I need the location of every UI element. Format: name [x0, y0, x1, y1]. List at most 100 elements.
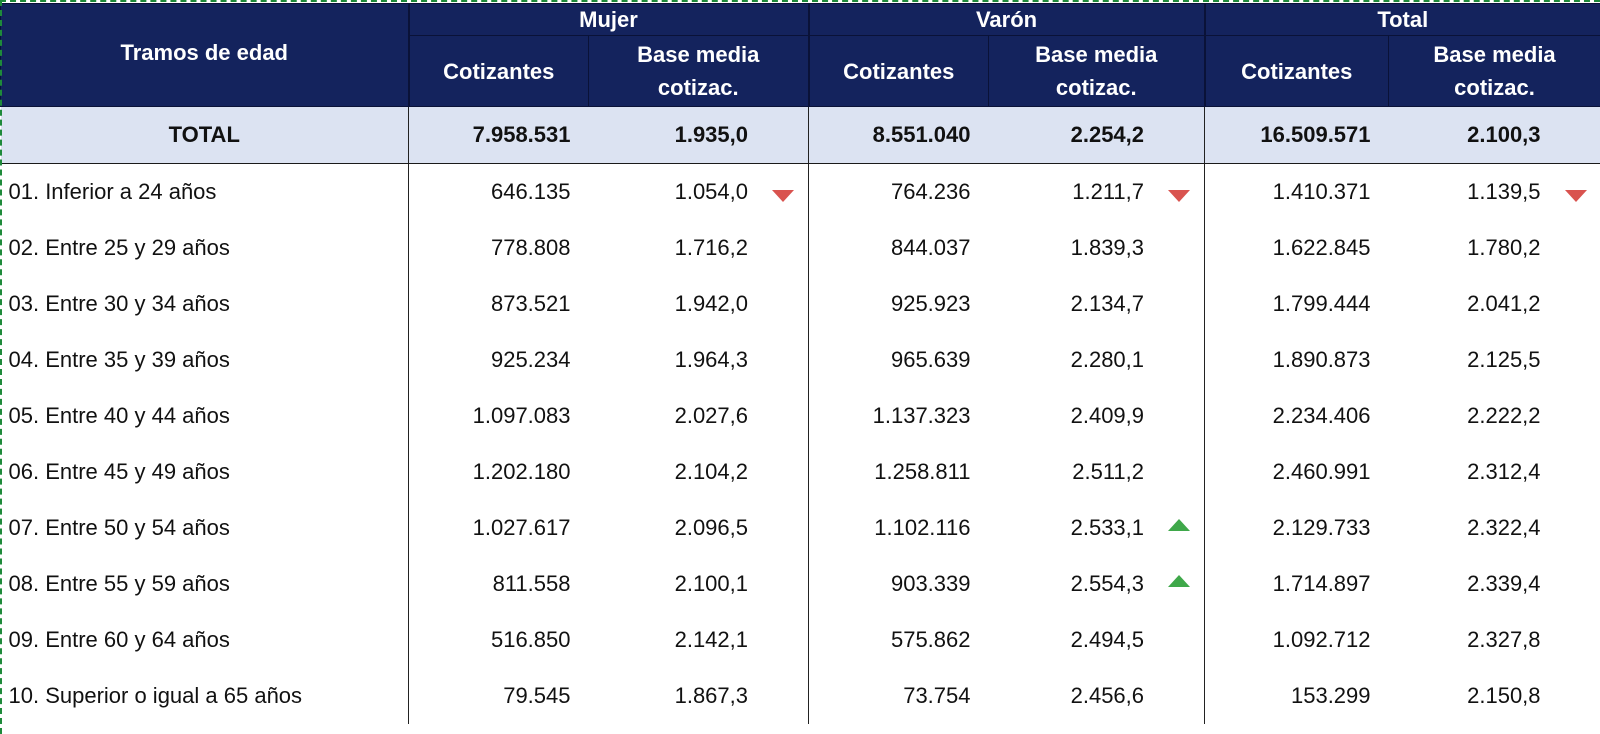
age-range-cell[interactable]: 10. Superior o igual a 65 años — [0, 668, 409, 724]
cotizantes-cell[interactable]: 903.339 — [890, 571, 971, 596]
cotizantes-cell[interactable]: 2.129.733 — [1272, 515, 1371, 540]
table-row: 01. Inferior a 24 años 646.135 1.054,0 764.… — [0, 163, 1600, 221]
group-header-mujer[interactable]: Mujer — [408, 3, 810, 36]
base-media-cell[interactable]: 1.054,0 — [588, 163, 809, 220]
table-row: 04. Entre 35 y 39 años 925.234 1.964,3 965.… — [0, 332, 1600, 388]
subheader-base-media[interactable]: Base media cotizac. — [588, 35, 810, 107]
cotizantes-cell[interactable]: 575.862 — [890, 627, 971, 652]
total-row: TOTAL 7.958.531 1.935,0 8.551.040 2.254,… — [0, 106, 1600, 164]
base-media-cell[interactable]: 1.780,2 — [1467, 235, 1541, 260]
subheader-base-media[interactable]: Base media cotizac. — [987, 35, 1206, 107]
base-media-cell[interactable]: 1.867,3 — [588, 668, 809, 724]
cotizantes-cell[interactable]: 1.027.617 — [472, 515, 571, 540]
age-range-cell[interactable]: 04. Entre 35 y 39 años — [0, 332, 409, 388]
cotizantes-cell[interactable]: 646.135 — [490, 179, 571, 204]
base-media-cell[interactable]: 2.027,6 — [588, 388, 809, 444]
base-media-cell[interactable]: 2.322,4 — [1467, 515, 1541, 540]
base-media-cell[interactable]: 2.125,5 — [1467, 347, 1541, 372]
cotizantes-cell[interactable]: 925.234 — [490, 347, 571, 372]
base-media-cell[interactable]: 1.716,2 — [588, 220, 809, 276]
total-value-cell[interactable]: 8.551.040 — [808, 106, 989, 164]
selection-border-left — [0, 0, 2, 734]
cotizantes-cell[interactable]: 1.622.845 — [1272, 235, 1371, 260]
cotizantes-cell[interactable]: 873.521 — [490, 291, 571, 316]
base-media-cell[interactable]: 2.280,1 — [988, 332, 1206, 388]
age-range-cell[interactable]: 06. Entre 45 y 49 años — [0, 444, 409, 500]
base-media-cell[interactable]: 2.339,4 — [1467, 571, 1541, 596]
cotizantes-cell[interactable]: 2.234.406 — [1272, 403, 1371, 428]
subheader-cotizantes[interactable]: Cotizantes — [808, 35, 989, 107]
cotizantes-cell[interactable]: 1.102.116 — [874, 515, 971, 540]
age-range-cell[interactable]: 02. Entre 25 y 29 años — [0, 220, 409, 276]
base-media-cell[interactable]: 2.134,7 — [988, 276, 1206, 332]
cotizantes-cell[interactable]: 1.202.180 — [472, 459, 571, 484]
age-range-cell[interactable]: 07. Entre 50 y 54 años — [0, 500, 409, 556]
base-media-cell[interactable]: 1.139,5 — [1389, 164, 1600, 221]
table-row: 03. Entre 30 y 34 años 873.521 1.942,0 925.… — [0, 276, 1600, 332]
table-row: 10. Superior o igual a 65 años 79.545 1.86… — [0, 668, 1600, 724]
subheader-cotizantes[interactable]: Cotizantes — [408, 35, 589, 107]
cotizantes-cell[interactable]: 811.558 — [492, 571, 571, 596]
base-media-cell[interactable]: 1.839,3 — [988, 220, 1206, 276]
total-label-cell[interactable]: TOTAL — [0, 106, 409, 164]
base-media-cell[interactable]: 2.222,2 — [1467, 403, 1541, 428]
group-header-varon[interactable]: Varón — [807, 3, 1206, 36]
cotizantes-cell[interactable]: 153.299 — [1290, 683, 1371, 708]
age-range-cell[interactable]: 09. Entre 60 y 64 años — [0, 612, 409, 668]
base-media-cell[interactable]: 1.964,3 — [588, 332, 809, 388]
age-range-cell[interactable]: 08. Entre 55 y 59 años — [0, 556, 409, 612]
cotizantes-cell[interactable]: 1.714.897 — [1272, 571, 1371, 596]
base-media-cell[interactable]: 2.041,2 — [1467, 291, 1541, 316]
group-header-total[interactable]: Total — [1204, 3, 1600, 36]
cotizantes-cell[interactable]: 925.923 — [890, 291, 971, 316]
cotizantes-cell[interactable]: 764.236 — [890, 179, 971, 204]
age-range-cell[interactable]: 01. Inferior a 24 años — [0, 163, 409, 220]
base-media-cell[interactable]: 2.327,8 — [1467, 627, 1541, 652]
base-media-cell[interactable]: 2.409,9 — [988, 388, 1206, 444]
base-media-cell[interactable]: 2.150,8 — [1467, 683, 1541, 708]
cotizantes-cell[interactable]: 1.890.873 — [1272, 347, 1371, 372]
base-media-cell[interactable]: 1.211,7 — [988, 163, 1206, 220]
base-media-cell[interactable]: 2.533,1 — [988, 500, 1206, 556]
cotizantes-cell[interactable]: 79.545 — [503, 683, 571, 708]
cotizantes-cell[interactable]: 1.092.712 — [1272, 627, 1371, 652]
age-range-cell[interactable]: 05. Entre 40 y 44 años — [0, 388, 409, 444]
age-range-cell[interactable]: 03. Entre 30 y 34 años — [0, 276, 409, 332]
base-media-cell[interactable]: 2.494,5 — [988, 612, 1206, 668]
base-media-cell[interactable]: 2.096,5 — [588, 500, 809, 556]
base-media-cell[interactable]: 1.942,0 — [588, 276, 809, 332]
cotizantes-cell[interactable]: 1.137.323 — [872, 403, 971, 428]
cotizantes-cell[interactable]: 1.097.083 — [472, 403, 571, 428]
base-media-cell[interactable]: 2.100,1 — [588, 556, 809, 612]
base-media-cell[interactable]: 2.142,1 — [588, 612, 809, 668]
triangle-down-icon — [1168, 190, 1191, 202]
subheader-base-media[interactable]: Base media cotizac. — [1388, 35, 1600, 107]
base-media-cell[interactable]: 2.312,4 — [1467, 459, 1541, 484]
cotizantes-cell[interactable]: 73.754 — [903, 683, 971, 708]
table-body: TOTAL 7.958.531 1.935,0 8.551.040 2.254,… — [0, 106, 1600, 724]
cotizantes-cell[interactable]: 1.410.371 — [1272, 179, 1371, 204]
age-range-header[interactable]: Tramos de edad — [0, 3, 410, 107]
total-value-cell[interactable]: 16.509.571 — [1204, 106, 1389, 164]
total-value-cell[interactable]: 7.958.531 — [408, 106, 589, 164]
total-value-cell[interactable]: 2.100,3 — [1388, 106, 1600, 164]
base-media-cell[interactable]: 2.456,6 — [988, 668, 1206, 724]
contributors-table: Tramos de edad Mujer Varón Total Cotizan… — [0, 3, 1600, 724]
table-row: 02. Entre 25 y 29 años 778.808 1.716,2 844.… — [0, 220, 1600, 276]
cotizantes-cell[interactable]: 1.799.444 — [1272, 291, 1371, 316]
cotizantes-cell[interactable]: 1.258.811 — [874, 459, 971, 484]
cotizantes-cell[interactable]: 516.850 — [490, 627, 571, 652]
total-value-cell[interactable]: 2.254,2 — [988, 106, 1206, 164]
cotizantes-cell[interactable]: 965.639 — [890, 347, 971, 372]
cotizantes-cell[interactable]: 778.808 — [490, 235, 571, 260]
total-value-cell[interactable]: 1.935,0 — [588, 106, 809, 164]
cotizantes-cell[interactable]: 844.037 — [890, 235, 971, 260]
base-media-cell[interactable]: 2.511,2 — [988, 444, 1206, 500]
base-media-cell[interactable]: 2.104,2 — [588, 444, 809, 500]
cotizantes-cell[interactable]: 2.460.991 — [1272, 459, 1371, 484]
base-media-cell[interactable]: 2.554,3 — [988, 556, 1206, 612]
triangle-down-icon — [772, 190, 794, 202]
subheader-cotizantes[interactable]: Cotizantes — [1204, 35, 1390, 107]
table-row: 06. Entre 45 y 49 años 1.202.180 2.104,2 1.… — [0, 444, 1600, 500]
